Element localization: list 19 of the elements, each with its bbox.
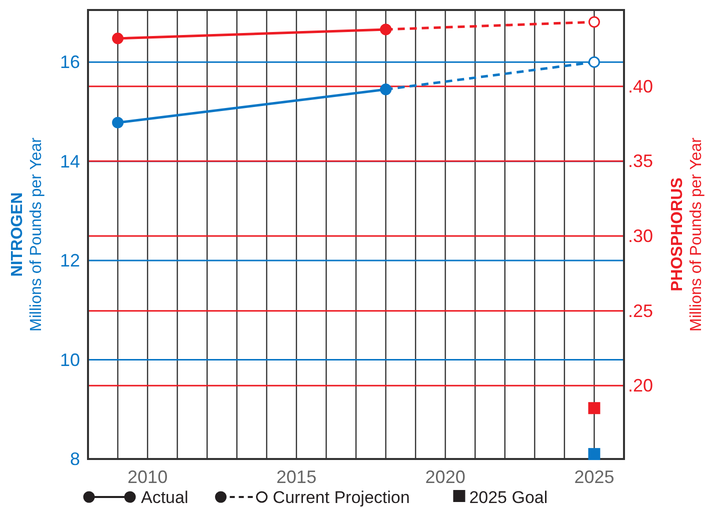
y2-tick-label: .25	[628, 300, 654, 321]
text: Actual	[141, 488, 188, 507]
x-tick-label: 2015	[276, 467, 316, 487]
y2-axis-title: PHOSPHORUS Millions of Pounds per Year	[669, 136, 705, 332]
text: 2025 Goal	[469, 488, 548, 507]
y2-tick-label: .30	[628, 226, 654, 246]
y-tick-label: 16	[60, 52, 80, 72]
y-tick-label: 10	[60, 350, 80, 370]
y-axis-title: NITROGEN Millions of Pounds per Year	[9, 136, 45, 332]
y2-tick-label: .40	[628, 76, 654, 96]
x-tick-label: 2010	[128, 467, 168, 487]
text: Current Projection	[272, 488, 410, 507]
x-tick-label: 2020	[425, 467, 466, 487]
y-tick-label: 14	[60, 151, 80, 172]
y2-tick-label: .20	[628, 376, 654, 396]
y2-tick-label: .35	[628, 151, 654, 172]
x-tick-label: 2025	[574, 467, 614, 487]
y-tick-label: 12	[60, 250, 80, 271]
y-tick-label: 8	[70, 449, 80, 469]
